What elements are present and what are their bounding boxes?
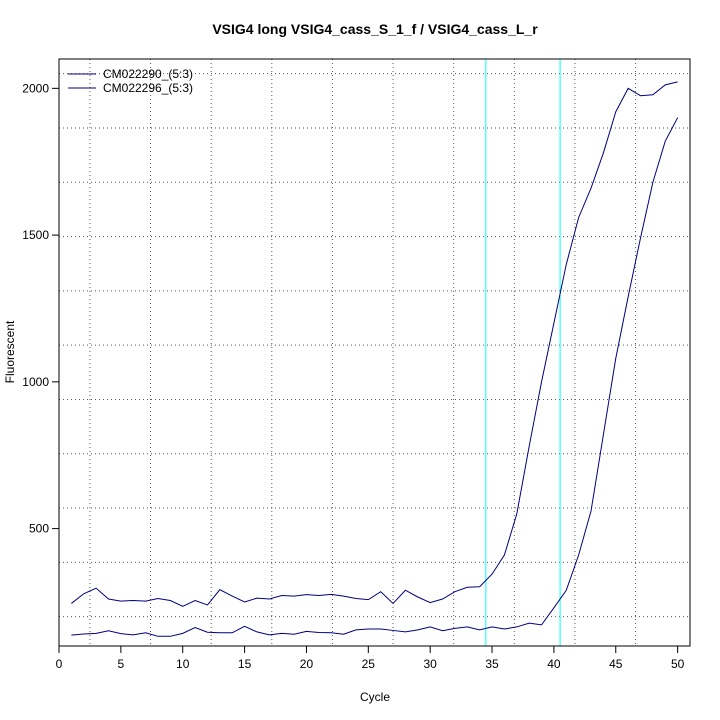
x-tick-label: 30 xyxy=(423,657,437,671)
x-tick-label: 15 xyxy=(238,657,252,671)
x-tick-label: 35 xyxy=(485,657,499,671)
x-tick-label: 40 xyxy=(547,657,561,671)
grid xyxy=(59,59,690,646)
y-tick-label: 2000 xyxy=(22,81,49,95)
x-axis-label: Cycle xyxy=(360,690,390,704)
x-tick-label: 0 xyxy=(56,657,63,671)
legend: CM022290_(5:3)CM022296_(5:3) xyxy=(68,67,193,95)
y-axis-label: Fluorescent xyxy=(3,320,17,383)
x-tick-label: 25 xyxy=(362,657,376,671)
x-tick-label: 20 xyxy=(300,657,314,671)
chart-title: VSIG4 long VSIG4_cass_S_1_f / VSIG4_cass… xyxy=(212,21,538,37)
x-axis: 0 5 10 15 20 25 30 35 40 45 50 xyxy=(56,646,685,671)
series-lines xyxy=(71,81,679,637)
y-tick-label: 1500 xyxy=(22,228,49,242)
x-tick-label: 45 xyxy=(609,657,623,671)
x-tick-label: 10 xyxy=(176,657,190,671)
series-line-2 xyxy=(71,117,679,637)
series-line-1 xyxy=(71,81,678,607)
legend-label: CM022296_(5:3) xyxy=(103,81,193,95)
y-tick-label: 1000 xyxy=(22,375,49,389)
y-axis: 500 1000 1500 2000 xyxy=(22,81,59,536)
x-tick-label: 5 xyxy=(118,657,125,671)
legend-label: CM022290_(5:3) xyxy=(103,67,193,81)
reference-lines xyxy=(485,59,561,646)
y-tick-label: 500 xyxy=(29,522,49,536)
plot-frame xyxy=(58,58,691,647)
x-tick-label: 50 xyxy=(671,657,685,671)
